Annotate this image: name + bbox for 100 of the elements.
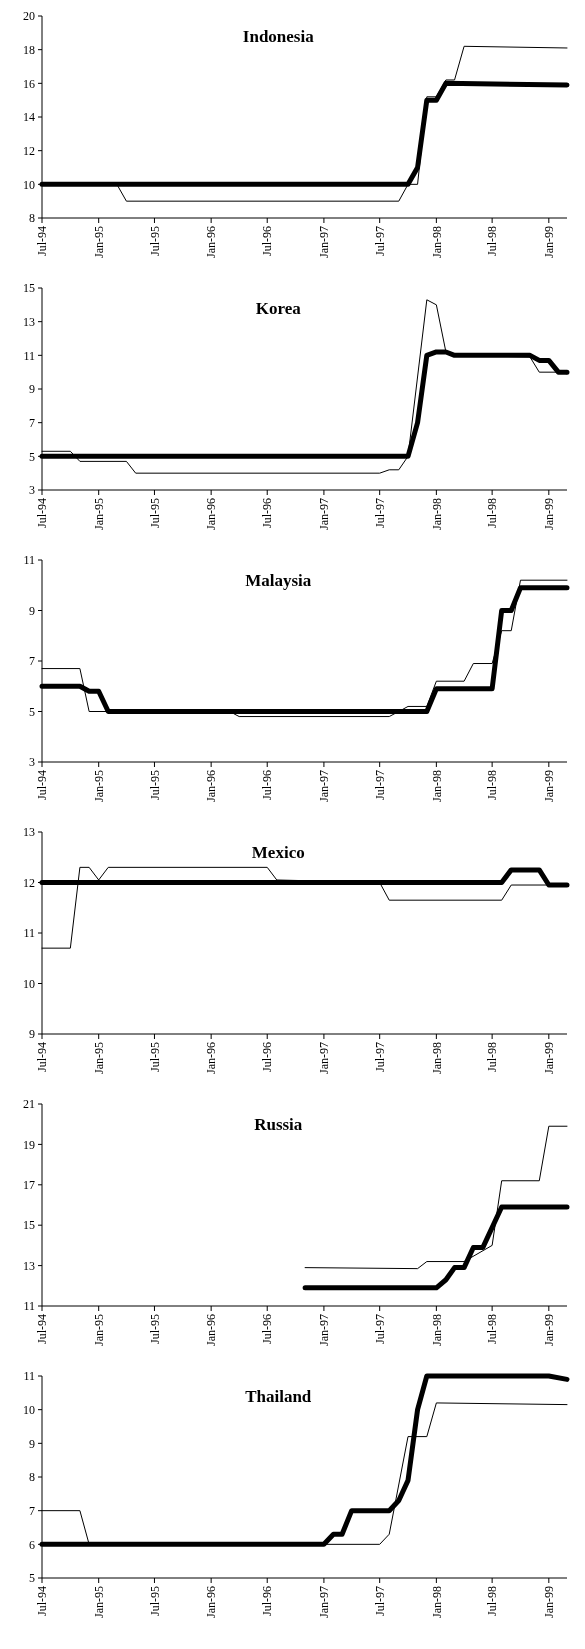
y-tick-label: 10	[23, 976, 35, 991]
x-tick-label: Jul-96	[260, 770, 275, 800]
x-tick-label: Jul-95	[147, 1586, 162, 1616]
y-tick-label: 11	[23, 348, 35, 363]
y-tick-label: 14	[23, 110, 35, 125]
y-tick-label: 8	[29, 211, 35, 226]
x-tick-label: Jul-95	[147, 498, 162, 528]
x-tick-label: Jul-97	[372, 1314, 387, 1344]
y-tick-label: 3	[29, 755, 35, 770]
x-tick-label: Jan-95	[91, 226, 106, 258]
x-tick-label: Jan-95	[91, 770, 106, 802]
x-tick-label: Jan-98	[429, 1042, 444, 1074]
x-tick-label: Jul-94	[35, 226, 50, 256]
y-tick-label: 5	[29, 704, 35, 719]
x-tick-label: Jan-98	[429, 1586, 444, 1618]
text: Thailand	[245, 1387, 312, 1406]
y-tick-label: 9	[29, 1436, 35, 1451]
x-tick-label: Jan-98	[429, 770, 444, 802]
x-tick-label: Jul-95	[147, 1314, 162, 1344]
y-tick-label: 10	[23, 1402, 35, 1417]
y-tick-label: 13	[23, 825, 35, 840]
y-tick-label: 5	[29, 449, 35, 464]
text: Malaysia	[245, 571, 312, 590]
y-tick-label: 9	[29, 382, 35, 397]
y-tick-label: 15	[23, 1218, 35, 1233]
y-tick-label: 8	[29, 1470, 35, 1485]
x-tick-label: Jul-98	[485, 770, 500, 800]
x-tick-label: Jul-97	[372, 1042, 387, 1072]
x-tick-label: Jan-99	[542, 770, 557, 802]
x-tick-label: Jan-99	[542, 226, 557, 258]
y-tick-label: 9	[29, 1027, 35, 1042]
x-tick-label: Jul-94	[35, 770, 50, 800]
y-tick-label: 7	[29, 1503, 35, 1518]
y-tick-label: 9	[29, 603, 35, 618]
x-tick-label: Jul-96	[260, 1586, 275, 1616]
x-tick-label: Jul-95	[147, 770, 162, 800]
x-tick-label: Jan-97	[317, 770, 332, 802]
x-tick-label: Jul-97	[372, 226, 387, 256]
x-tick-label: Jan-95	[91, 1586, 106, 1618]
x-tick-label: Jan-97	[317, 1042, 332, 1074]
x-tick-label: Jan-98	[429, 498, 444, 530]
x-tick-label: Jan-98	[429, 1314, 444, 1346]
y-tick-label: 11	[23, 1369, 35, 1384]
x-tick-label: Jan-96	[204, 1586, 219, 1618]
text: Korea	[255, 299, 302, 318]
y-tick-label: 15	[23, 281, 35, 296]
y-tick-label: 11	[23, 926, 35, 941]
y-tick-label: 21	[23, 1097, 35, 1112]
text: Russia	[254, 1115, 303, 1134]
y-tick-label: 3	[29, 483, 35, 498]
x-tick-label: Jan-99	[542, 1042, 557, 1074]
y-tick-label: 5	[29, 1571, 35, 1586]
x-tick-label: Jul-96	[260, 498, 275, 528]
x-tick-label: Jan-96	[204, 1314, 219, 1346]
y-tick-label: 11	[23, 553, 35, 568]
y-tick-label: 13	[23, 1258, 35, 1273]
y-tick-label: 13	[23, 314, 35, 329]
x-tick-label: Jan-95	[91, 1314, 106, 1346]
x-tick-label: Jul-98	[485, 1042, 500, 1072]
x-tick-label: Jan-99	[542, 1314, 557, 1346]
x-tick-label: Jul-94	[35, 498, 50, 528]
x-tick-label: Jan-97	[317, 1314, 332, 1346]
x-tick-label: Jan-97	[317, 498, 332, 530]
y-tick-label: 20	[23, 9, 35, 24]
x-tick-label: Jul-94	[35, 1314, 50, 1344]
x-tick-label: Jan-97	[317, 1586, 332, 1618]
x-tick-label: Jul-98	[485, 226, 500, 256]
y-tick-label: 11	[23, 1299, 35, 1314]
y-tick-label: 16	[23, 76, 35, 91]
x-tick-label: Jan-96	[204, 770, 219, 802]
text: Indonesia	[242, 27, 315, 46]
x-tick-label: Jul-98	[485, 1586, 500, 1616]
x-tick-label: Jan-99	[542, 1586, 557, 1618]
x-tick-label: Jan-99	[542, 498, 557, 530]
x-tick-label: Jul-96	[260, 1042, 275, 1072]
x-tick-label: Jul-94	[35, 1042, 50, 1072]
text: Mexico	[251, 843, 305, 862]
x-tick-label: Jan-98	[429, 226, 444, 258]
x-tick-label: Jul-97	[372, 498, 387, 528]
x-tick-label: Jul-96	[260, 226, 275, 256]
x-tick-label: Jan-96	[204, 498, 219, 530]
x-tick-label: Jul-94	[35, 1586, 50, 1616]
x-tick-label: Jul-98	[485, 498, 500, 528]
y-tick-label: 12	[23, 143, 35, 158]
x-tick-label: Jan-95	[91, 1042, 106, 1074]
x-tick-label: Jul-95	[147, 1042, 162, 1072]
x-tick-label: Jan-96	[204, 226, 219, 258]
y-tick-label: 6	[29, 1537, 35, 1552]
y-tick-label: 19	[23, 1137, 35, 1152]
x-tick-label: Jan-96	[204, 1042, 219, 1074]
y-tick-label: 7	[29, 415, 35, 430]
x-tick-label: Jul-96	[260, 1314, 275, 1344]
y-tick-label: 17	[23, 1178, 35, 1192]
y-tick-label: 7	[29, 654, 35, 669]
x-tick-label: Jan-97	[317, 226, 332, 258]
x-tick-label: Jul-98	[485, 1314, 500, 1344]
y-tick-label: 18	[23, 42, 35, 57]
y-tick-label: 10	[23, 177, 35, 192]
x-tick-label: Jan-95	[91, 498, 106, 530]
x-tick-label: Jul-97	[372, 1586, 387, 1616]
